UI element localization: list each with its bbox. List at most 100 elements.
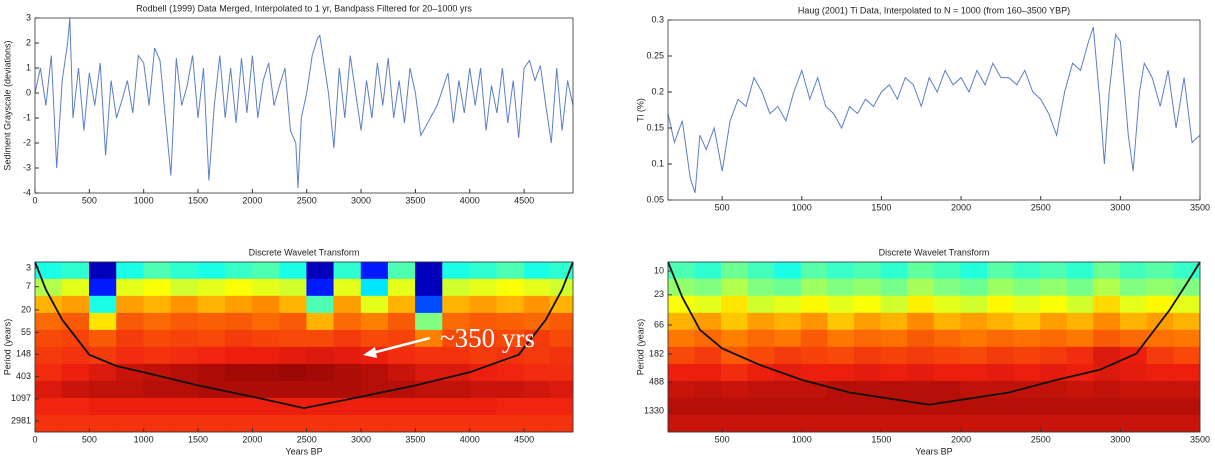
- heat-cell: [1173, 278, 1201, 297]
- heat-cell: [333, 261, 362, 280]
- heat-cell: [279, 380, 308, 399]
- heat-cell: [143, 380, 172, 399]
- plot-frame: [667, 19, 1201, 201]
- x-tick-label: 3000: [1110, 434, 1130, 444]
- heat-cell: [279, 363, 308, 382]
- heat-cell: [1040, 397, 1068, 416]
- y-tick-label: 0.15: [646, 122, 664, 132]
- heat-cell: [197, 329, 226, 348]
- heat-cell: [747, 261, 775, 280]
- heat-cell: [1066, 295, 1094, 314]
- heat-cell: [224, 295, 253, 314]
- heat-cell: [197, 261, 226, 280]
- heat-cell: [1119, 278, 1148, 297]
- x-tick-label: 2000: [951, 202, 971, 212]
- heat-cell: [907, 295, 935, 314]
- y-tick-label: 403: [16, 371, 31, 381]
- heat-cell: [1173, 261, 1201, 280]
- y-axis-label: Period (years): [2, 319, 12, 376]
- heat-cell: [933, 363, 961, 382]
- y-tick-label: 66: [654, 319, 664, 329]
- heat-cell: [1119, 261, 1148, 280]
- heat-cell: [1173, 329, 1201, 348]
- heat-cell: [197, 312, 226, 331]
- heat-cell: [1066, 380, 1094, 399]
- heat-cell: [1066, 397, 1094, 416]
- heat-cell: [960, 278, 988, 297]
- heat-cell: [720, 363, 749, 382]
- heat-cell: [306, 261, 335, 280]
- heat-cell: [880, 380, 908, 399]
- x-axis-label: Years BP: [915, 446, 952, 456]
- heat-cell: [34, 397, 63, 416]
- x-tick-label: 3500: [405, 195, 425, 205]
- x-tick-label: 4500: [514, 434, 534, 444]
- heat-cell: [1093, 380, 1121, 399]
- heat-cell: [880, 363, 908, 382]
- heat-cell: [306, 312, 335, 331]
- heat-cell: [306, 329, 335, 348]
- heat-cell: [523, 363, 551, 382]
- heat-cell: [387, 295, 416, 314]
- heat-cell: [1093, 329, 1121, 348]
- heat-cell: [1066, 346, 1094, 365]
- heat-cell: [667, 363, 695, 382]
- heat-cell: [224, 329, 253, 348]
- heat-cell: [34, 312, 63, 331]
- heat-cell: [986, 329, 1015, 348]
- heat-cell: [224, 278, 253, 297]
- heat-cell: [197, 397, 226, 416]
- heat-cell: [61, 261, 90, 280]
- heat-cell: [747, 363, 775, 382]
- heat-cell: [800, 329, 828, 348]
- heat-cell: [143, 397, 172, 416]
- heat-cell: [89, 414, 117, 433]
- heat-cell: [720, 380, 749, 399]
- heat-cell: [1146, 380, 1174, 399]
- heat-cell: [387, 278, 416, 297]
- heat-cell: [89, 295, 117, 314]
- x-tick-label: 1000: [134, 195, 154, 205]
- heat-cell: [387, 397, 416, 416]
- x-tick-label: 2000: [242, 434, 262, 444]
- heat-cell: [224, 363, 253, 382]
- heat-cell: [800, 278, 828, 297]
- heat-cell: [1040, 312, 1068, 331]
- x-tick-label: 1500: [188, 434, 208, 444]
- heat-cell: [61, 414, 90, 433]
- x-tick-label: 3000: [1110, 202, 1130, 212]
- heat-cell: [333, 414, 362, 433]
- x-tick-label: 3500: [1190, 434, 1210, 444]
- x-tick-label: 1000: [792, 434, 812, 444]
- heat-cell: [306, 363, 335, 382]
- heat-cell: [360, 312, 389, 331]
- heat-cell: [933, 329, 961, 348]
- heat-cell: [252, 278, 280, 297]
- heat-cell: [1013, 414, 1041, 433]
- heat-cell: [880, 261, 908, 280]
- y-tick-label: 2981: [11, 415, 31, 425]
- heat-cell: [523, 380, 551, 399]
- heat-cell: [549, 346, 574, 365]
- heat-cell: [549, 329, 574, 348]
- heat-cell: [143, 295, 172, 314]
- heat-cell: [279, 278, 308, 297]
- x-tick-label: 2000: [242, 195, 262, 205]
- heat-cell: [1013, 295, 1041, 314]
- heat-cell: [907, 363, 935, 382]
- heat-cell: [143, 261, 172, 280]
- heat-cell: [415, 414, 443, 433]
- heat-cell: [61, 380, 90, 399]
- heat-cell: [387, 346, 416, 365]
- heat-cell: [469, 261, 498, 280]
- x-tick-label: 3000: [351, 434, 371, 444]
- y-tick-label: 20: [21, 304, 31, 314]
- heat-cell: [694, 261, 722, 280]
- heat-cell: [170, 346, 199, 365]
- heat-cell: [907, 414, 935, 433]
- heat-cell: [827, 312, 855, 331]
- heat-cell: [800, 295, 828, 314]
- heat-cell: [170, 261, 199, 280]
- heat-cell: [960, 346, 988, 365]
